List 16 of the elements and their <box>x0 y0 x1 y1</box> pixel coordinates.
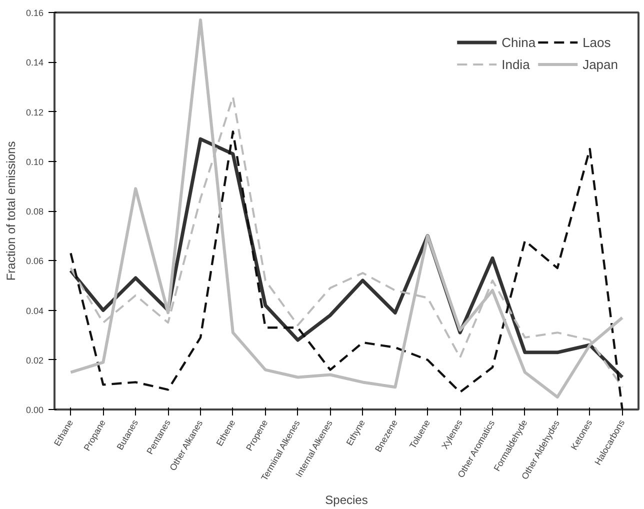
y-tick-label: 0.14 <box>26 58 44 68</box>
y-tick-label: 0.12 <box>26 107 44 118</box>
y-axis-title: Fraction of total emissions <box>4 141 18 281</box>
y-tick-label: 0.06 <box>26 256 44 266</box>
legend-label: Laos <box>582 34 611 50</box>
legend-label: India <box>502 56 530 72</box>
legend-label: China <box>502 34 536 50</box>
legend-label: Japan <box>582 56 618 72</box>
x-axis-title: Species <box>325 492 368 507</box>
y-tick-label: 0.10 <box>26 156 44 167</box>
y-tick-label: 0.16 <box>26 8 44 18</box>
y-tick-label: 0.02 <box>26 355 44 366</box>
y-tick-label: 0.08 <box>26 206 44 216</box>
line-series <box>69 18 624 399</box>
y-tick-label: 0.00 <box>26 405 44 415</box>
y-tick-label: 0.04 <box>26 306 44 316</box>
